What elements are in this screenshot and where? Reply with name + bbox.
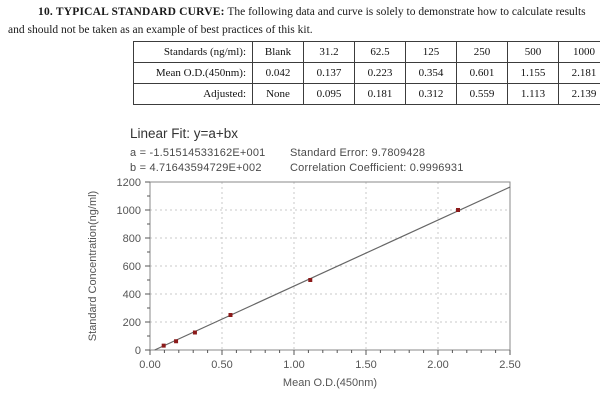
- svg-text:1.50: 1.50: [355, 359, 376, 371]
- gridlines: [150, 181, 511, 350]
- axis-ticks: [145, 181, 511, 355]
- svg-text:800: 800: [123, 233, 141, 245]
- row-label: Mean O.D.(450nm):: [133, 62, 253, 84]
- svg-text:1200: 1200: [117, 177, 141, 189]
- row-label: Standards (ng/ml):: [133, 41, 253, 63]
- data-point: [456, 208, 461, 212]
- data-point: [174, 339, 179, 344]
- section-intro-text: The following data and curve is solely t…: [8, 6, 586, 36]
- fit-correlation-coefficient: Correlation Coefficient: 0.9996931: [290, 162, 464, 174]
- table-cell: 0.181: [354, 83, 406, 105]
- table-cell: 250: [456, 41, 508, 63]
- svg-text:1000: 1000: [117, 205, 141, 217]
- data-point: [161, 343, 166, 348]
- data-points: [161, 208, 461, 348]
- table-cell: 2.181: [558, 62, 600, 84]
- standard-curve-chart: 0 200 400 600 800 1000 1200 0.00 0.50 1.00 1.50 2.0…: [87, 177, 521, 389]
- linear-fit-title: Linear Fit: y=a+bx: [130, 126, 239, 141]
- table-cell: Blank: [252, 41, 304, 63]
- table-cell: 0.354: [405, 62, 457, 84]
- linear-fit-values: a = -1.51514533162E+001 Standard Error: …: [130, 147, 560, 174]
- data-point: [192, 330, 197, 335]
- data-point: [228, 313, 233, 317]
- table-cell: 0.137: [303, 62, 355, 84]
- table-row: Mean O.D.(450nm): 0.042 0.137 0.223 0.354 0.6…: [133, 62, 600, 84]
- svg-text:1.00: 1.00: [283, 359, 304, 371]
- svg-text:600: 600: [123, 261, 141, 273]
- table-cell: 2.139: [558, 83, 600, 105]
- table-cell: 0.601: [456, 62, 508, 84]
- table-cell: 500: [507, 41, 559, 63]
- table-cell: 1000: [558, 41, 600, 63]
- svg-text:200: 200: [123, 317, 141, 329]
- table-cell: 0.042: [252, 62, 304, 84]
- svg-text:0: 0: [135, 345, 141, 357]
- svg-text:0.00: 0.00: [139, 359, 160, 371]
- table-cell: 0.223: [354, 62, 406, 84]
- table-cell: 0.559: [456, 83, 508, 105]
- fit-line: [154, 186, 511, 351]
- fit-coefficient-a: a = -1.51514533162E+001: [130, 147, 266, 159]
- table-cell: None: [252, 83, 304, 105]
- table-cell: 125: [405, 41, 457, 63]
- table-cell: 0.312: [405, 83, 457, 105]
- section-heading: 10. TYPICAL STANDARD CURVE: The followin…: [8, 4, 594, 40]
- table-cell: 31.2: [303, 41, 355, 63]
- svg-text:2.00: 2.00: [427, 359, 448, 371]
- table-row: Standards (ng/ml): Blank 31.2 62.5 125 250 500…: [133, 41, 600, 63]
- table-cell: 0.095: [303, 83, 355, 105]
- section-title: 10. TYPICAL STANDARD CURVE:: [38, 6, 225, 18]
- standards-table: Standards (ng/ml): Blank 31.2 62.5 125 250 500…: [133, 41, 600, 105]
- fit-coefficient-b: b = 4.71643594729E+002: [130, 162, 262, 174]
- svg-text:400: 400: [123, 289, 141, 301]
- table-cell: 62.5: [354, 41, 406, 63]
- linear-fit-block: Linear Fit: y=a+bx a = -1.51514533162E+0…: [130, 126, 560, 174]
- tick-labels: 0 200 400 600 800 1000 1200 0.00 0.50 1.00 1.50 2.0…: [117, 177, 521, 371]
- svg-text:0.50: 0.50: [211, 359, 232, 371]
- table-cell: 1.113: [507, 83, 559, 105]
- y-axis-label: Standard Concentration(ng/ml): [87, 191, 99, 341]
- data-point: [308, 278, 313, 282]
- x-axis-label: Mean O.D.(450nm): [283, 377, 377, 389]
- standard-curve-chart-container: 0 200 400 600 800 1000 1200 0.00 0.50 1.00 1.50 2.0…: [80, 174, 560, 397]
- table-row: Adjusted: None 0.095 0.181 0.312 0.559 1.113 2.…: [133, 83, 600, 105]
- row-label: Adjusted:: [133, 83, 253, 105]
- standards-table-body: Standards (ng/ml): Blank 31.2 62.5 125 250 500…: [133, 41, 600, 105]
- fit-standard-error: Standard Error: 9.7809428: [290, 147, 426, 159]
- svg-text:2.50: 2.50: [499, 359, 520, 371]
- table-cell: 1.155: [507, 62, 559, 84]
